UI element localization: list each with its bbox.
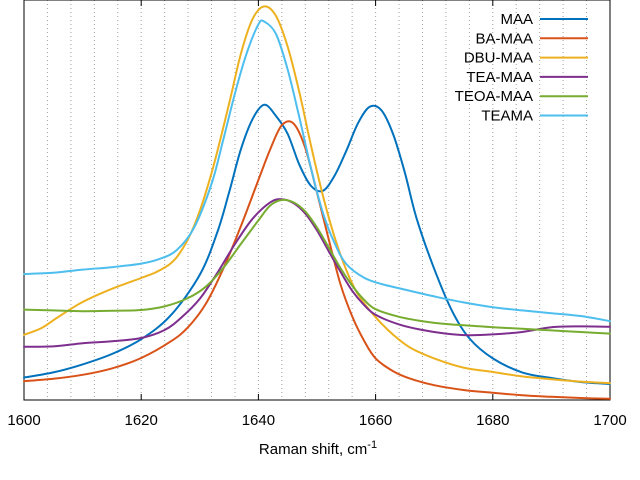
legend-label-ba-maa: BA-MAA bbox=[475, 30, 533, 47]
series-line-teama bbox=[23, 19, 611, 323]
x-tick-label: 1640 bbox=[242, 412, 275, 429]
x-axis-title-text: Raman shift, cm bbox=[259, 441, 367, 458]
series-line-teoa-maa bbox=[23, 198, 611, 335]
legend-label-teoa-maa: TEOA-MAA bbox=[455, 88, 533, 105]
legend-label-dbu-maa: DBU-MAA bbox=[464, 50, 533, 67]
series-line-ba-maa bbox=[23, 120, 611, 400]
series-line-dbu-maa bbox=[23, 5, 611, 385]
plot-frame bbox=[23, 0, 611, 401]
x-axis-title-superscript: -1 bbox=[367, 439, 377, 451]
x-tick-label: 1680 bbox=[476, 412, 509, 429]
legend-label-teama: TEAMA bbox=[481, 108, 533, 125]
series-lines bbox=[23, 5, 611, 400]
series-line-maa bbox=[23, 103, 611, 385]
vertical-dotted-grid bbox=[46, 0, 588, 400]
x-tick-label: 1600 bbox=[7, 412, 40, 429]
x-axis-title: Raman shift, cm-1 bbox=[259, 439, 377, 458]
legend-label-tea-maa: TEA-MAA bbox=[466, 69, 533, 86]
x-axis-ticks: 1600 1620 1640 1660 1680 1700 bbox=[7, 0, 627, 429]
x-tick-label: 1620 bbox=[125, 412, 158, 429]
legend-label-maa: MAA bbox=[500, 11, 533, 28]
series-line-tea-maa bbox=[23, 198, 611, 348]
x-tick-label: 1660 bbox=[359, 412, 392, 429]
legend: MAA BA-MAA DBU-MAA TEA-MAA TEOA-MAA TEAMA bbox=[455, 11, 588, 125]
x-tick-label: 1700 bbox=[593, 412, 626, 429]
